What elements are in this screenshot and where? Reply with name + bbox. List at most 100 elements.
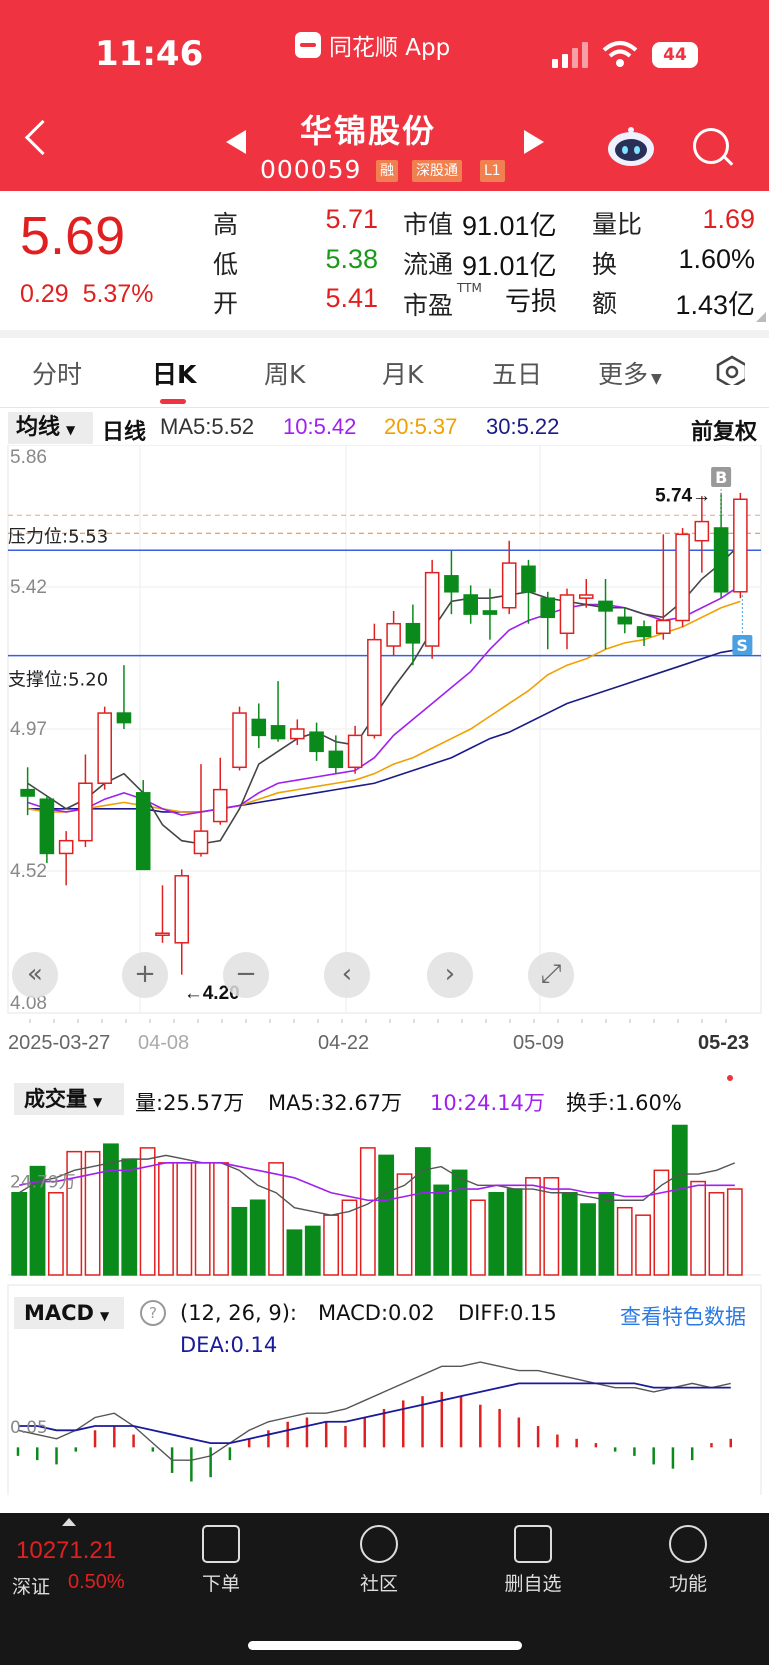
- moving-averages: [27, 543, 741, 845]
- indicator-dropdown[interactable]: 均线 ▼: [8, 412, 93, 444]
- macd-dropdown-label: MACD: [24, 1301, 94, 1325]
- volume-bar: [580, 1203, 596, 1276]
- price-change: 0.29 5.37%: [20, 280, 153, 309]
- volume-bar: [616, 1206, 633, 1276]
- remove-watchlist-button[interactable]: 删自选: [493, 1525, 573, 1596]
- volume-bar: [176, 1162, 193, 1276]
- volume-bar: [470, 1199, 486, 1276]
- low-marker: ←4.20: [184, 983, 240, 1004]
- open-label: 开: [213, 289, 239, 318]
- ma5-line: [27, 543, 741, 845]
- volume-bar: [690, 1180, 707, 1276]
- tab-weekly-k[interactable]: 周K: [264, 360, 306, 389]
- feature-data-link[interactable]: 查看特色数据: [620, 1305, 746, 1329]
- volume-bar: [653, 1169, 670, 1276]
- volume-bar: [103, 1143, 119, 1276]
- remove-watchlist-label: 删自选: [504, 1573, 562, 1595]
- order-button[interactable]: 下单: [181, 1525, 261, 1596]
- x-label-start: 2025-03-27: [8, 1032, 111, 1054]
- tag-margin: 融: [376, 160, 398, 182]
- next-stock-icon[interactable]: [524, 130, 544, 154]
- candle-body: [347, 734, 363, 769]
- volume-bar: [121, 1158, 138, 1276]
- high-marker: 5.74→: [655, 485, 711, 506]
- order-label: 下单: [201, 1573, 240, 1595]
- volume-tick: 24.79万: [10, 1172, 76, 1192]
- robot-assistant-icon[interactable]: [606, 125, 656, 167]
- order-icon: [202, 1525, 240, 1563]
- turnover-value: 1.60%: [678, 244, 755, 274]
- candle-body: [636, 626, 652, 638]
- zoom-in-button[interactable]: +: [122, 952, 168, 998]
- tab-intraday[interactable]: 分时: [32, 360, 83, 389]
- pan-right-button[interactable]: ›: [427, 952, 473, 998]
- volume-turnover: 换手:1.60%: [566, 1091, 682, 1115]
- tab-more[interactable]: 更多 ▼: [598, 355, 662, 391]
- float-value: 91.01亿: [462, 251, 557, 281]
- settings-hexagon-icon[interactable]: [715, 355, 745, 385]
- volume-bar: [29, 1165, 46, 1276]
- functions-button[interactable]: 功能: [648, 1525, 728, 1596]
- buy-tag-box: [711, 467, 732, 487]
- change-pct: 5.37%: [82, 280, 154, 308]
- caret-down-icon: ▼: [651, 371, 662, 387]
- volume-bar: [213, 1162, 229, 1276]
- candle-body: [232, 712, 247, 769]
- macd-params: (12, 26, 9):: [180, 1301, 297, 1325]
- x-label-2: 04-08: [138, 1032, 190, 1054]
- index-value[interactable]: 10271.21: [16, 1537, 117, 1564]
- app-name-label: 同花顺 App: [329, 35, 451, 61]
- volume-bar: [268, 1162, 284, 1276]
- volume-bar: [158, 1162, 174, 1276]
- x-label-3: 04-22: [318, 1032, 370, 1054]
- candles: [20, 492, 748, 975]
- volume-ma5-line: [18, 1154, 736, 1216]
- candle-body: [656, 619, 671, 635]
- y-tick-label: 5.86: [10, 447, 47, 468]
- app-name: 同花顺 App: [295, 28, 450, 62]
- mktcap-label: 市值: [403, 210, 454, 239]
- candle-body: [116, 712, 132, 724]
- zoom-out-far-button[interactable]: «: [12, 952, 58, 998]
- community-button[interactable]: 社区: [339, 1525, 419, 1596]
- kline-chart[interactable]: 5.86 5.42 4.97 4.52 4.08 压力位:5.53 支撑位:5.20 5.74…: [0, 445, 769, 1495]
- menu-icon: [669, 1525, 707, 1563]
- tab-daily-k[interactable]: 日K: [152, 360, 197, 389]
- volume-bar: [671, 1124, 688, 1276]
- macd-value: MACD:0.02: [318, 1301, 435, 1325]
- y-tick-label: 4.52: [10, 861, 47, 882]
- zoom-out-button[interactable]: −: [223, 952, 269, 998]
- volume-dropdown[interactable]: 成交量 ▼: [14, 1083, 124, 1115]
- support-label: 支撑位:5.20: [8, 670, 108, 691]
- help-icon[interactable]: ?: [140, 1300, 166, 1326]
- expand-corner-icon[interactable]: [756, 312, 766, 322]
- candle-body: [444, 575, 459, 593]
- ma10-legend: 10:5.42: [283, 414, 357, 439]
- volume-bar: [11, 1192, 28, 1276]
- sell-tag-box: [732, 635, 753, 655]
- tab-monthly-k[interactable]: 月K: [382, 360, 424, 389]
- adjust-mode[interactable]: 前复权: [691, 420, 758, 445]
- candle-body: [501, 562, 517, 609]
- macd-dropdown[interactable]: MACD ▼: [14, 1297, 124, 1329]
- change-value: 0.29: [20, 280, 69, 308]
- tag-connect: 深股通: [412, 160, 462, 182]
- fullscreen-button[interactable]: ⤢: [528, 952, 574, 998]
- candle-body: [212, 788, 228, 823]
- candle-body: [598, 600, 613, 612]
- index-pct: 0.50%: [68, 1571, 125, 1593]
- ma30-line: [27, 648, 741, 813]
- pan-left-button[interactable]: ‹: [324, 952, 370, 998]
- volume-bar: [139, 1147, 156, 1276]
- signal-icon: [552, 42, 588, 68]
- high-label: 高: [213, 210, 239, 239]
- search-icon[interactable]: [693, 128, 729, 164]
- candle-body: [733, 498, 748, 593]
- tab-five-day[interactable]: 五日: [492, 360, 543, 389]
- float-label: 流通: [403, 250, 454, 279]
- candle-body: [20, 788, 35, 797]
- open-value: 5.41: [325, 283, 378, 313]
- prev-stock-icon[interactable]: [226, 130, 246, 154]
- expand-up-icon[interactable]: [62, 1518, 76, 1526]
- volratio-value: 1.69: [702, 204, 755, 234]
